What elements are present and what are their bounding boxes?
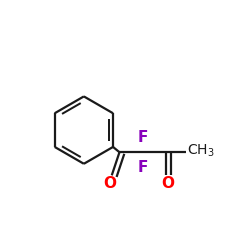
Text: O: O xyxy=(162,176,174,191)
Text: O: O xyxy=(103,176,116,191)
Text: F: F xyxy=(138,130,148,145)
Text: CH$_3$: CH$_3$ xyxy=(187,143,214,159)
Text: F: F xyxy=(138,160,148,175)
